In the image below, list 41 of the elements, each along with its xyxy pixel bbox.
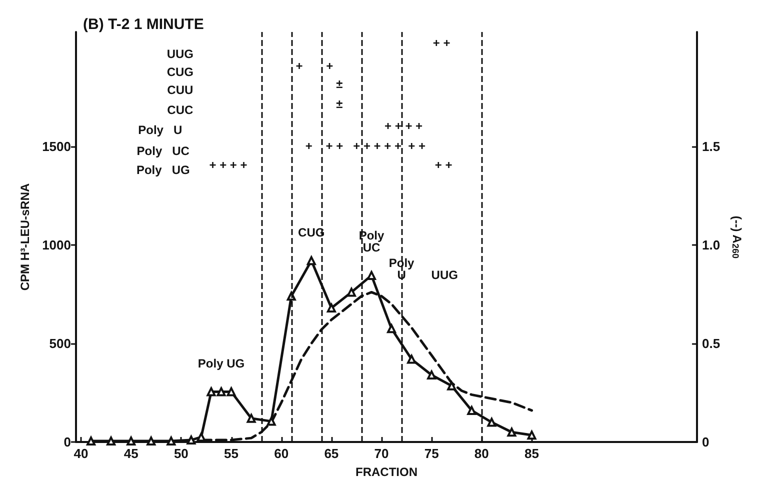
x-tick-label: 75 — [424, 446, 439, 461]
y2-axis-title: (--) A260 — [730, 216, 744, 259]
annotation: UUG — [166, 47, 194, 61]
annotation: ± — [336, 77, 344, 91]
y2-tick-label: 1.0 — [702, 237, 720, 252]
annotation: CUG — [166, 65, 194, 79]
annotation: + + — [434, 158, 452, 172]
annotation: Poly UC — [136, 144, 190, 158]
x-tick-label: 50 — [174, 446, 188, 461]
x-tick-label: 65 — [324, 446, 339, 461]
chart-title: (B) T-2 1 MINUTE — [83, 16, 204, 33]
x-tick-label: 85 — [524, 446, 539, 461]
annotation: Poly UG — [136, 163, 190, 177]
x-tick-label: 60 — [274, 446, 289, 461]
annotation: + + — [296, 59, 334, 73]
annotation: + + + + — [384, 119, 423, 133]
x-tick-label: 80 — [474, 446, 489, 461]
y-tick-label: 1000 — [42, 237, 71, 252]
x-axis-title: FRACTION — [356, 465, 418, 479]
annotation: CUC — [167, 103, 194, 117]
annotation: Poly UC — [358, 228, 384, 254]
y-tick-label: 1500 — [42, 138, 71, 154]
annotation: CUU — [167, 83, 194, 97]
y2-tick-label: 0 — [702, 434, 710, 450]
x-tick-label: 70 — [374, 446, 389, 461]
annotation: UUG — [431, 268, 458, 282]
y-tick-label: 500 — [49, 336, 71, 351]
annotation: + + + + + + + + + + — [305, 139, 426, 153]
x-tick-label: 55 — [224, 446, 238, 461]
annotation: + + — [432, 36, 450, 50]
x-tick-label: 40 — [74, 446, 88, 461]
y-axis-title: CPM H³-LEU-sRNA — [18, 183, 32, 291]
x-tick-label: 45 — [124, 446, 138, 461]
annotation: CUG — [298, 226, 325, 240]
y2-tick-label: 1.5 — [702, 138, 720, 154]
y-tick-label: 0 — [64, 434, 71, 450]
annotation: + + + + — [209, 158, 248, 172]
annotation: Poly UG — [198, 356, 245, 371]
annotation: ± — [336, 97, 344, 111]
y2-tick-label: 0.5 — [702, 336, 720, 351]
annotation: Poly U — [138, 123, 182, 137]
